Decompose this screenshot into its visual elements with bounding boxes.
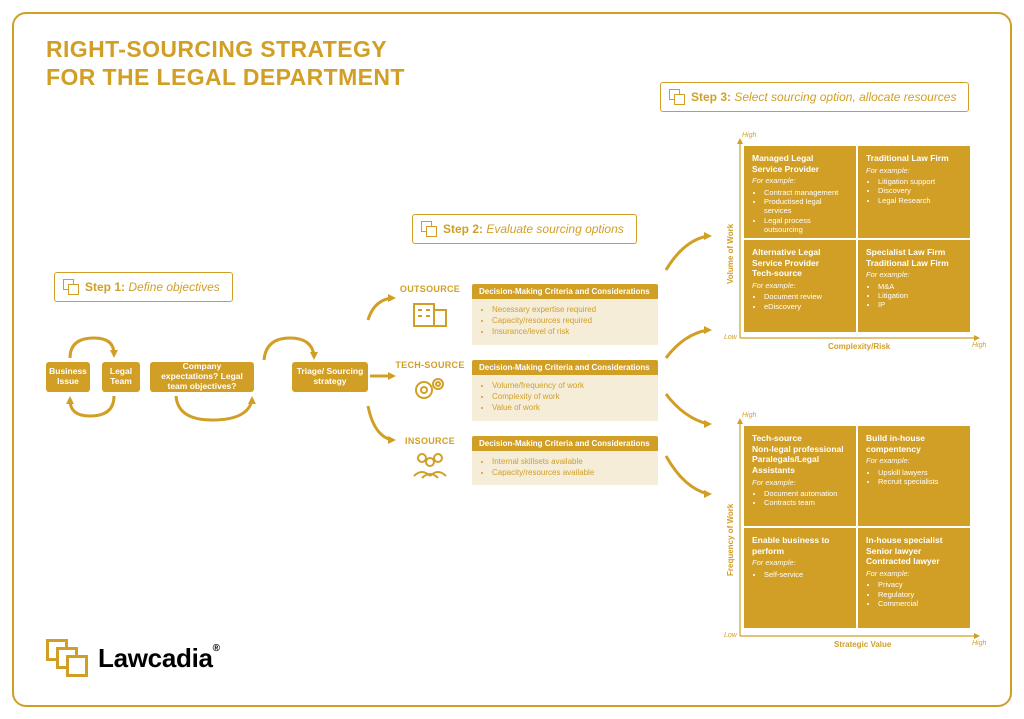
list-item: Capacity/resources required xyxy=(492,315,652,326)
m1-q-tr: Traditional Law Firm For example: Litiga… xyxy=(858,146,970,238)
logo-text: Lawcadia® xyxy=(98,643,220,674)
m2-y-low: Low xyxy=(724,632,737,639)
squares-icon xyxy=(63,279,79,295)
step1-label-box: Step 1: Define objectives xyxy=(54,272,233,302)
squares-icon xyxy=(421,221,437,237)
step1-label: Step 1: Define objectives xyxy=(85,280,220,294)
logo: Lawcadia® xyxy=(46,639,220,677)
m1-q-tl: Managed LegalService Provider For exampl… xyxy=(744,146,856,238)
title-line-1: RIGHT-SOURCING STRATEGY xyxy=(46,36,387,62)
m2-x-label: Strategic Value xyxy=(834,640,891,649)
list-item: Capacity/resources available xyxy=(492,467,652,478)
outsource-list: Necessary expertise required Capacity/re… xyxy=(478,304,652,338)
m1-q-bl: Alternative LegalService ProviderTech-so… xyxy=(744,240,856,332)
arrow-out-matrix1 xyxy=(662,230,716,276)
m2-q-tl: Tech-sourceNon-legal professionalParaleg… xyxy=(744,426,856,526)
flow-triage: Triage/ Sourcing strategy xyxy=(292,362,368,392)
title-line-2: FOR THE LEGAL DEPARTMENT xyxy=(46,64,405,90)
page-frame: RIGHT-SOURCING STRATEGY FOR THE LEGAL DE… xyxy=(12,12,1012,707)
m1-q-br: Specialist Law FirmTraditional Law Firm … xyxy=(858,240,970,332)
m1-y-high: High xyxy=(742,132,756,139)
outsource-label: OUTSOURCE xyxy=(400,284,460,294)
option-outsource: OUTSOURCE Decision-Making Criteria and C… xyxy=(394,284,658,345)
m2-y-high: High xyxy=(742,412,756,419)
outsource-criteria: Decision-Making Criteria and Considerati… xyxy=(472,284,658,345)
people-icon xyxy=(410,448,450,480)
option-insource: INSOURCE Decision-Making Criteria and Co… xyxy=(394,436,658,485)
techsource-criteria: Decision-Making Criteria and Considerati… xyxy=(472,360,658,421)
arrow-tech-matrix2 xyxy=(662,390,716,430)
squares-icon xyxy=(669,89,685,105)
flow-legal-team: Legal Team xyxy=(102,362,140,392)
arrow-to-triage xyxy=(256,330,326,364)
list-item: Internal skillsets available xyxy=(492,456,652,467)
techsource-label: TECH-SOURCE xyxy=(395,360,464,370)
building-icon xyxy=(410,296,450,328)
arrow-b3-curve xyxy=(166,392,266,428)
m2-x-high: High xyxy=(972,640,986,647)
list-item: Insurance/level of risk xyxy=(492,326,652,337)
matrix-1: High Low High Volume of Work Complexity/… xyxy=(728,138,982,350)
arrow-b1-b2-top xyxy=(60,332,124,362)
criteria-heading: Decision-Making Criteria and Considerati… xyxy=(472,436,658,451)
m2-q-tr: Build in-housecompentency For example: U… xyxy=(858,426,970,526)
step3-label: Step 3: Select sourcing option, allocate… xyxy=(691,90,956,104)
m1-y-low: Low xyxy=(724,334,737,341)
option-techsource: TECH-SOURCE Decision-Making Criteria and… xyxy=(394,360,658,421)
m2-q-br: In-house specialistSenior lawyerContract… xyxy=(858,528,970,628)
step3-label-box: Step 3: Select sourcing option, allocate… xyxy=(660,82,969,112)
page-title: RIGHT-SOURCING STRATEGY FOR THE LEGAL DE… xyxy=(46,36,405,91)
m1-x-high: High xyxy=(972,342,986,349)
arrow-b2-b1-bottom xyxy=(60,392,124,422)
list-item: Value of work xyxy=(492,402,652,413)
matrix-2: High Low High Frequency of Work Strategi… xyxy=(728,418,982,648)
insource-list: Internal skillsets available Capacity/re… xyxy=(478,456,652,478)
flow-business-issue: Business Issue xyxy=(46,362,90,392)
insource-criteria: Decision-Making Criteria and Considerati… xyxy=(472,436,658,485)
arrow-tech-matrix1 xyxy=(662,326,716,364)
m1-x-label: Complexity/Risk xyxy=(828,342,890,351)
step2-label-box: Step 2: Evaluate sourcing options xyxy=(412,214,637,244)
m2-y-label: Frequency of Work xyxy=(726,504,735,576)
techsource-list: Volume/frequency of work Complexity of w… xyxy=(478,380,652,414)
flow-expectations: Company expectations? Legal team objecti… xyxy=(150,362,254,392)
list-item: Necessary expertise required xyxy=(492,304,652,315)
m2-q-bl: Enable business to perform For example: … xyxy=(744,528,856,628)
list-item: Complexity of work xyxy=(492,391,652,402)
m1-y-label: Volume of Work xyxy=(726,224,735,284)
logo-mark-icon xyxy=(46,639,88,677)
criteria-heading: Decision-Making Criteria and Considerati… xyxy=(472,284,658,299)
list-item: Volume/frequency of work xyxy=(492,380,652,391)
step2-label: Step 2: Evaluate sourcing options xyxy=(443,222,624,236)
criteria-heading: Decision-Making Criteria and Considerati… xyxy=(472,360,658,375)
gears-icon xyxy=(410,372,450,404)
arrow-in-matrix2 xyxy=(662,450,716,500)
insource-label: INSOURCE xyxy=(405,436,455,446)
